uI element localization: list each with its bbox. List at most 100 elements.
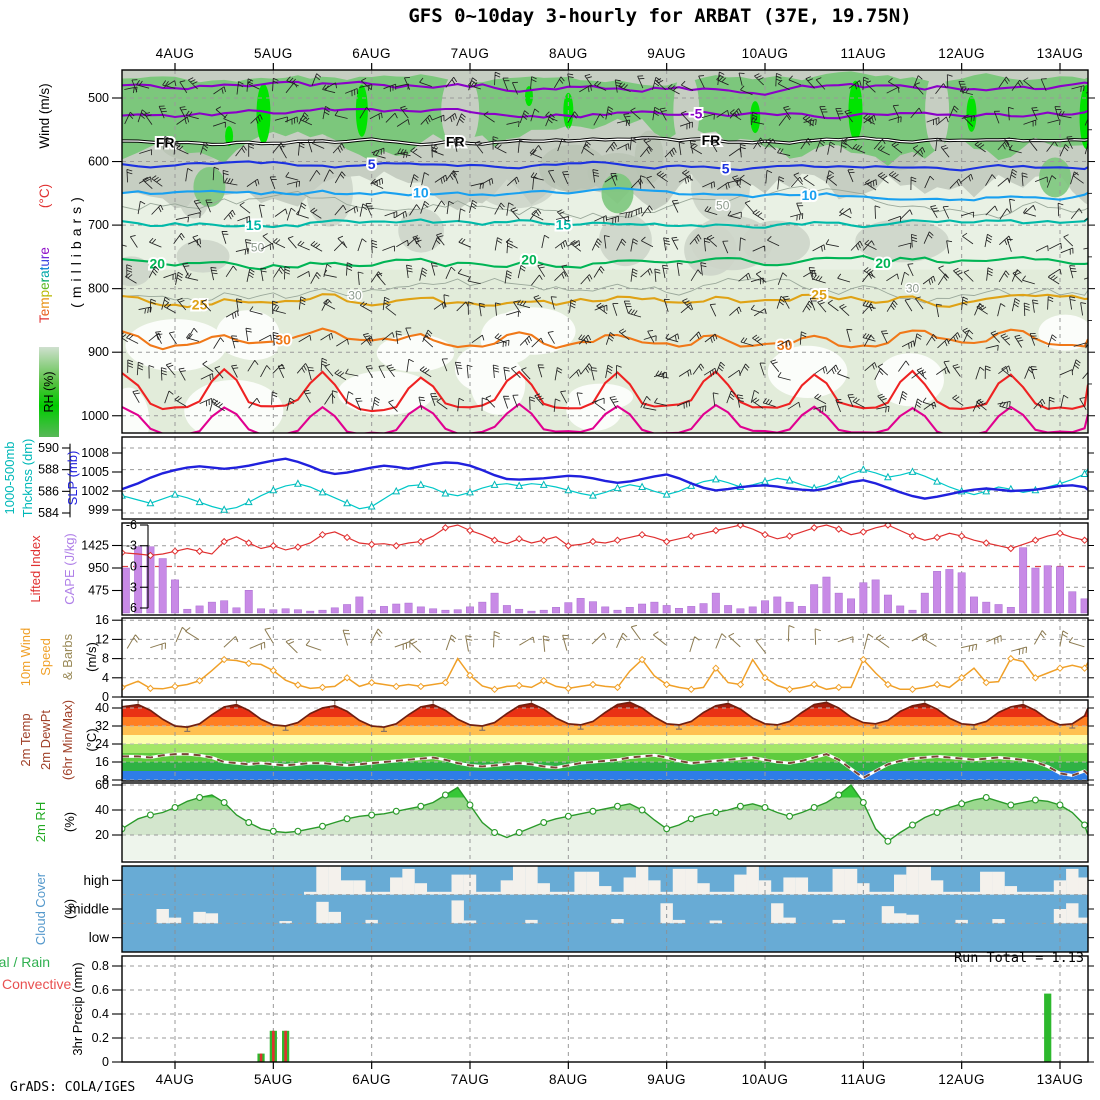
precip-bar-total — [1044, 993, 1052, 1062]
contour-label-5: 5 — [368, 156, 376, 172]
temp-contour-5 — [122, 160, 1088, 172]
label-total-rain: Total / Rain — [0, 954, 50, 970]
label-temp-units: (°C) — [37, 184, 52, 208]
svg-text:6: 6 — [130, 601, 137, 615]
temp-band-fill — [122, 702, 1088, 780]
upper-air-frame — [121, 69, 1089, 434]
bottom-axis-label: 5AUG — [254, 1072, 293, 1087]
rh-90-shade — [1079, 85, 1088, 150]
precip-bar-convective — [284, 1030, 287, 1062]
cloud-sky-bg — [122, 866, 1088, 952]
label-degc-units: (°C) — [84, 728, 99, 751]
top-axis-label: 13AUG — [1037, 46, 1084, 61]
rh-2m-panel — [122, 783, 1088, 862]
svg-text:586: 586 — [38, 484, 59, 498]
cloud-bars-high — [304, 866, 1088, 895]
lifted-index-axis: -6 -3 0 3 6 — [126, 518, 149, 615]
bottom-axis-label: 13AUG — [1037, 1072, 1084, 1087]
slp-frame — [121, 436, 1089, 520]
svg-text:0: 0 — [130, 560, 137, 574]
label-10m-wind: 10m Wind — [18, 628, 33, 687]
top-axis-label: 8AUG — [549, 46, 588, 61]
svg-text:0: 0 — [102, 1055, 109, 1069]
label-2m-dewpt: 2m DewPt — [38, 710, 53, 770]
rh-markers — [122, 791, 1088, 845]
dewpoint-curve — [122, 753, 1088, 779]
svg-text:1000: 1000 — [81, 409, 109, 423]
precip-bars — [257, 993, 1052, 1062]
thickness-axis: 590 588 586 584 — [38, 441, 71, 520]
contour-label-20: 20 — [875, 255, 891, 271]
svg-text:16: 16 — [95, 613, 109, 627]
top-axis-label: 12AUG — [938, 46, 985, 61]
svg-text:1425: 1425 — [81, 539, 109, 553]
cloud-row-label-high: high — [83, 873, 109, 888]
thickness-markers — [122, 465, 1088, 513]
svg-text:40: 40 — [95, 701, 109, 715]
svg-text:0.2: 0.2 — [92, 1031, 109, 1045]
top-axis-label: 4AUG — [156, 46, 195, 61]
contour-label-20: 20 — [521, 251, 537, 267]
slp-thickness-panel — [122, 437, 1088, 519]
wind-speed-line — [122, 657, 1088, 691]
contour-label-25: 25 — [192, 296, 208, 312]
rh-shade-legend — [39, 347, 59, 437]
contour-label-30: 30 — [275, 332, 291, 348]
rh-contour-label: 30 — [906, 282, 920, 296]
cloud-cover-panel — [122, 866, 1088, 952]
grads-credit: GrADS: COLA/IGES — [10, 1080, 136, 1095]
top-axis-label: 7AUG — [451, 46, 490, 61]
label-barbs: & Barbs — [60, 633, 75, 680]
label-cape: CAPE (J/kg) — [62, 533, 77, 605]
lifted-index-line — [122, 524, 1088, 557]
label-slp: SLP (mb) — [65, 451, 80, 506]
svg-text:0: 0 — [102, 690, 109, 704]
svg-text:900: 900 — [88, 345, 109, 359]
label-wind-units: Wind (m/s) — [37, 83, 52, 148]
contour-label-20: 20 — [150, 255, 166, 271]
wind-speed-markers — [122, 654, 1088, 694]
svg-text:8: 8 — [102, 652, 109, 666]
top-axis-label: 6AUG — [352, 46, 391, 61]
label-minmax: (6hr Min/Max) — [60, 700, 75, 780]
wind-10m-panel — [122, 618, 1088, 697]
svg-text:3: 3 — [130, 580, 137, 594]
bottom-axis-label: 10AUG — [742, 1072, 789, 1087]
label-pressure-units: (millibars) — [68, 192, 84, 308]
surface-wind-barbs — [126, 624, 1085, 655]
label-lifted-index: Lifted Index — [28, 535, 43, 603]
label-rh-pct-units: (%) — [62, 812, 77, 832]
bottom-axis-label: 4AUG — [156, 1072, 195, 1087]
svg-text:24: 24 — [95, 737, 109, 751]
label-cloud-pct-units: (%) — [62, 899, 77, 919]
svg-text:60: 60 — [95, 778, 109, 792]
svg-text:12: 12 — [95, 632, 109, 646]
svg-text:600: 600 — [88, 155, 109, 169]
precip-bar-convective — [259, 1053, 263, 1062]
temp-contour--5 — [122, 107, 1088, 120]
label-wind-speed: Speed — [38, 638, 53, 676]
svg-text:0.8: 0.8 — [92, 959, 109, 973]
rh-contour-line — [122, 278, 1088, 304]
rh-90-shade — [750, 101, 761, 134]
precip-frame — [121, 955, 1089, 1063]
rh-frame — [121, 782, 1089, 863]
cape-bars — [122, 546, 1088, 614]
rh-90-shade — [966, 95, 977, 132]
contour-label-5: 5 — [722, 161, 730, 177]
label-thickness-line1: 1000-500mb — [2, 442, 17, 515]
svg-text:20: 20 — [95, 828, 109, 842]
label-ms-units: (m/s) — [84, 642, 99, 672]
label-rh-shading: RH (%) — [42, 372, 56, 413]
svg-text:8: 8 — [102, 773, 109, 787]
svg-text:-3: -3 — [126, 539, 137, 553]
top-axis-label: 5AUG — [254, 46, 293, 61]
contour-label-10: 10 — [801, 187, 817, 203]
temp-contour--10 — [122, 80, 1088, 96]
label-3hr-precip: 3hr Precip (mm) — [70, 962, 85, 1055]
temp-contour-40 — [122, 402, 1088, 433]
contour-label-25: 25 — [811, 287, 827, 303]
top-axis-label: 11AUG — [840, 46, 886, 61]
